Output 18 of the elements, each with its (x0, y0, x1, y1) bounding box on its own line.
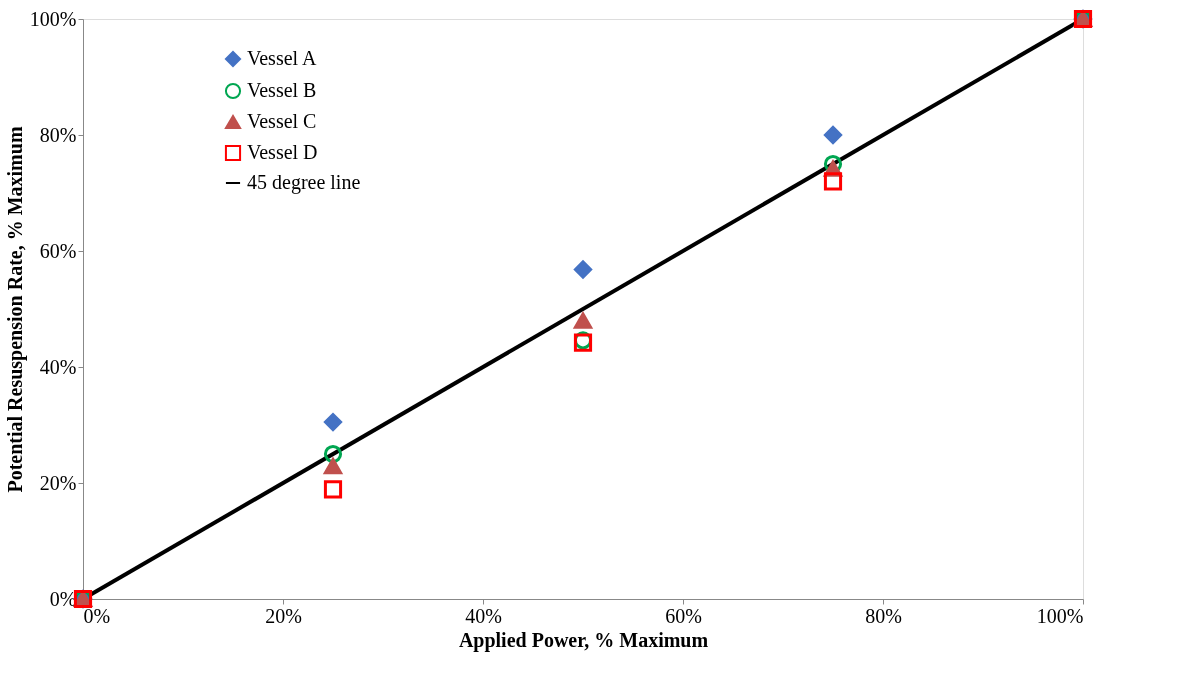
legend-label: Vessel B (247, 79, 317, 101)
x-axis-title: Applied Power, % Maximum (458, 628, 709, 652)
x-tick-label: 40% (465, 604, 502, 627)
y-tick-label: 100% (29, 7, 77, 30)
x-tick-label: 100% (1036, 604, 1084, 627)
x-tick-label: 80% (865, 604, 902, 627)
y-tick-label: 80% (39, 123, 77, 146)
x-tick-label: 20% (265, 604, 302, 627)
legend-label: Vessel A (247, 47, 317, 69)
legend-label: Vessel D (247, 141, 318, 163)
legend-label: Vessel C (247, 110, 317, 132)
x-tick-label: 0% (83, 604, 111, 627)
y-tick-label: 60% (39, 239, 77, 262)
y-tick-label: 20% (39, 471, 77, 494)
y-axis-title: Potential Resuspension Rate, % Maximum (3, 126, 27, 493)
x-tick-label: 60% (665, 604, 702, 627)
legend-label: 45 degree line (247, 171, 361, 194)
y-tick-label: 40% (39, 355, 77, 378)
